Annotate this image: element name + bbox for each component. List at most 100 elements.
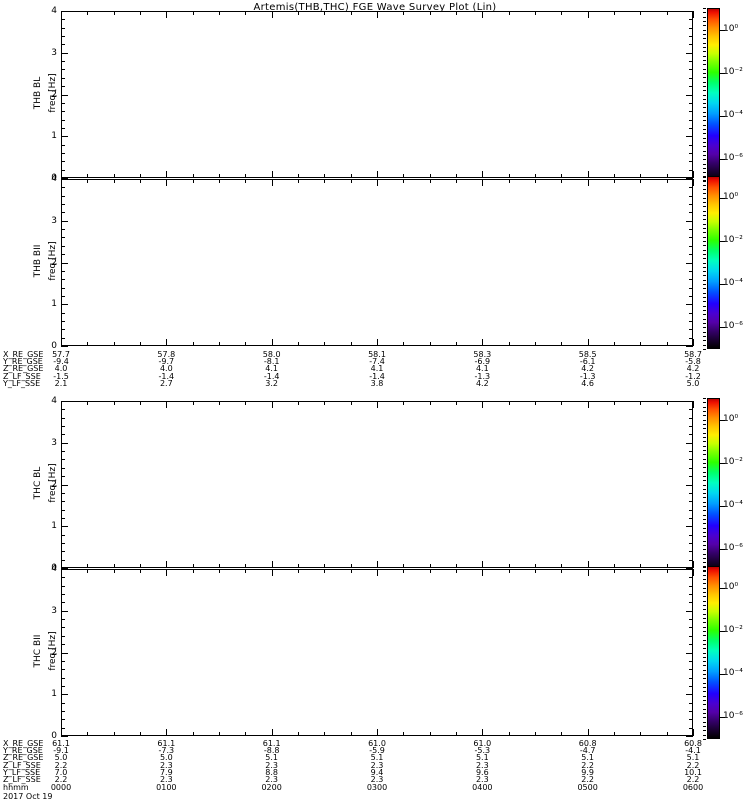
colorbar-major-tick [720, 463, 725, 464]
x-minor-tick [561, 564, 562, 568]
y-minor-tick [689, 686, 693, 687]
colorbar-tick-label: 10⁻² [723, 625, 743, 635]
axis-annotation-value: 4.1 [370, 364, 384, 374]
x-major-tick [272, 339, 273, 346]
axis-annotation-value: -9.1 [53, 746, 69, 756]
x-major-tick [166, 569, 167, 576]
x-minor-tick [140, 342, 141, 346]
x-major-tick [482, 729, 483, 736]
colorbar-minor-tick [703, 674, 706, 675]
y-major-tick [61, 736, 68, 737]
x-minor-tick [561, 179, 562, 183]
colorbar-minor-tick [703, 103, 706, 104]
x-major-tick [61, 569, 62, 576]
y-minor-tick [61, 120, 65, 121]
y-major-tick [686, 304, 693, 305]
y-minor-tick [61, 560, 65, 561]
time-tick-label: 0500 [577, 783, 598, 793]
panel-thb-bii-ylabel: THB BII [33, 244, 43, 278]
x-minor-tick [614, 401, 615, 405]
y-minor-tick [61, 602, 65, 603]
x-minor-tick [324, 179, 325, 183]
page-title: Artemis(THB,THC) FGE Wave Survey Plot (L… [253, 2, 497, 13]
x-minor-tick [87, 564, 88, 568]
colorbar-minor-tick [703, 17, 706, 18]
x-minor-tick [667, 569, 668, 573]
colorbar-tick-label: 10⁻⁶ [723, 153, 743, 163]
colorbar-minor-tick [703, 596, 706, 597]
colorbar-tick-label: 10⁻⁴ [723, 668, 743, 678]
y-minor-tick [689, 418, 693, 419]
colorbar[interactable] [707, 398, 720, 571]
panel-thb-bl[interactable] [61, 11, 693, 178]
colorbar-minor-tick [703, 640, 706, 641]
colorbar[interactable] [707, 566, 720, 739]
axis-annotation-value: -6.1 [579, 357, 596, 367]
x-minor-tick [140, 401, 141, 405]
axis-annotation-value: 2.2 [686, 775, 700, 784]
y-minor-tick [689, 296, 693, 297]
colorbar-minor-tick [703, 726, 706, 727]
axis-annotation-value: -7.3 [158, 746, 175, 756]
x-major-tick [166, 11, 167, 18]
colorbar[interactable] [707, 8, 720, 181]
colorbar-minor-tick [703, 696, 706, 697]
x-major-tick [588, 729, 589, 736]
colorbar-minor-tick [703, 228, 706, 229]
x-major-tick [377, 179, 378, 186]
panel-thb-bii[interactable] [61, 179, 693, 346]
colorbar-minor-tick [703, 56, 706, 57]
x-minor-tick [456, 569, 457, 573]
x-minor-tick [640, 732, 641, 736]
y-minor-tick [61, 451, 65, 452]
x-minor-tick [509, 174, 510, 178]
time-tick-label: 0000 [50, 783, 72, 793]
y-minor-tick [61, 329, 65, 330]
colorbar-minor-tick [703, 730, 706, 731]
colorbar-minor-tick [703, 310, 706, 311]
colorbar-minor-tick [703, 215, 706, 216]
colorbar-minor-tick [703, 34, 706, 35]
y-tick-label: 4 [51, 396, 57, 406]
y-minor-tick [689, 426, 693, 427]
colorbar-minor-tick [703, 155, 706, 156]
colorbar-minor-tick [703, 73, 706, 74]
x-minor-tick [403, 179, 404, 183]
colorbar-minor-tick [703, 687, 706, 688]
colorbar[interactable] [707, 176, 720, 349]
x-minor-tick [430, 569, 431, 573]
colorbar-minor-tick [703, 558, 706, 559]
colorbar-major-tick [720, 506, 725, 507]
colorbar-minor-tick [703, 485, 706, 486]
x-major-tick [693, 561, 694, 568]
colorbar-minor-tick [703, 172, 706, 173]
x-major-tick [272, 171, 273, 178]
y-minor-tick [689, 196, 693, 197]
y-minor-tick [61, 161, 65, 162]
panel-thc-bii[interactable] [61, 569, 693, 736]
axis-annotation-value: 2.2 [581, 775, 595, 784]
colorbar-minor-tick [703, 340, 706, 341]
colorbar-major-tick [720, 73, 725, 74]
panel-thc-bl[interactable] [61, 401, 693, 568]
time-tick-label: 0300 [366, 783, 388, 793]
x-minor-tick [640, 401, 641, 405]
y-minor-tick [689, 535, 693, 536]
axis-annotation-value: 4.2 [581, 364, 595, 374]
axis-annotation-value: 5.1 [475, 753, 489, 763]
colorbar-minor-tick [703, 510, 706, 511]
x-minor-tick [87, 174, 88, 178]
y-minor-tick [689, 161, 693, 162]
x-minor-tick [245, 401, 246, 405]
axis-annotation-value: 9.9 [581, 767, 595, 777]
colorbar-major-tick [720, 116, 725, 117]
y-minor-tick [61, 686, 65, 687]
axis-annotation-value: 58.5 [578, 350, 597, 359]
x-major-tick [166, 171, 167, 178]
x-minor-tick [351, 174, 352, 178]
x-minor-tick [298, 732, 299, 736]
y-tick-label: 1 [51, 131, 57, 141]
y-minor-tick [689, 476, 693, 477]
colorbar-minor-tick [703, 735, 706, 736]
axis-annotation-value: -1.4 [263, 371, 280, 381]
